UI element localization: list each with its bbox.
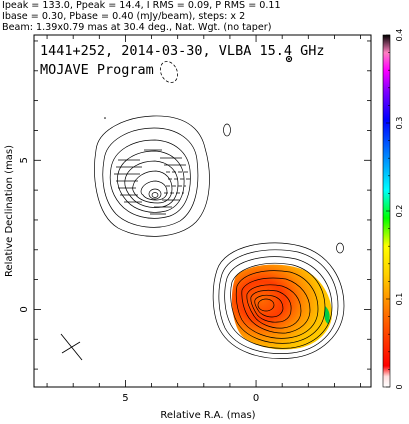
plot-title-line1: 1441+252, 2014-03-30, VLBA 15.4 GHz: [40, 43, 324, 59]
polarized-edge-green: [324, 306, 330, 324]
y-tick-label: 0: [19, 306, 30, 312]
polarization-vectors: [114, 149, 190, 215]
polarized-intensity-color-region: [231, 264, 332, 350]
map-content: [60, 55, 345, 361]
colorbar-tick-label: 0.1: [395, 293, 404, 306]
axis-ticks: [34, 35, 371, 387]
header-peak-rms-line: Ipeak = 133.0, Ppeak = 14.4, I RMS = 0.0…: [2, 0, 281, 11]
colorbar-tick-labels: 0 0.1 0.2 0.3 0.4: [395, 29, 404, 390]
beam-cross-marker: [60, 333, 83, 361]
colorbar-tick-label: 0: [395, 384, 404, 389]
x-axis-label: Relative R.A. (mas): [160, 410, 255, 421]
y-axis-label: Relative Declination (mas): [4, 145, 15, 277]
noise-contour: [285, 55, 293, 63]
colorbar-tick-label: 0.4: [395, 29, 404, 42]
image-header: Ipeak = 133.0, Ppeak = 14.4, I RMS = 0.0…: [2, 0, 407, 33]
colorbar-tick-label: 0.3: [395, 117, 404, 130]
noise-contour: [336, 242, 344, 254]
noise-contour: [288, 58, 290, 60]
colorbar-ticks: [386, 34, 390, 388]
jet-component-contours: [94, 115, 210, 237]
x-tick-label: 5: [122, 393, 128, 404]
header-base-steps-line: Ibase = 0.30, Pbase = 0.40 (mJy/beam), s…: [2, 11, 246, 22]
plot-title-line2: MOJAVE Program: [40, 62, 154, 78]
tick-labels: 5 0 5 0: [19, 157, 259, 404]
y-tick-label: 5: [19, 157, 30, 163]
colorbar-tick-label: 0.2: [395, 205, 404, 218]
noise-contour: [223, 123, 231, 137]
header-beam-line: Beam: 1.39x0.79 mas at 30.4 deg., Nat. W…: [2, 22, 272, 33]
plot-frame: [33, 34, 372, 388]
core-component-contours: [212, 242, 345, 359]
noise-contour: [104, 117, 106, 119]
x-tick-label: 0: [253, 393, 259, 404]
dashed-contour-ellipse: [159, 61, 179, 83]
